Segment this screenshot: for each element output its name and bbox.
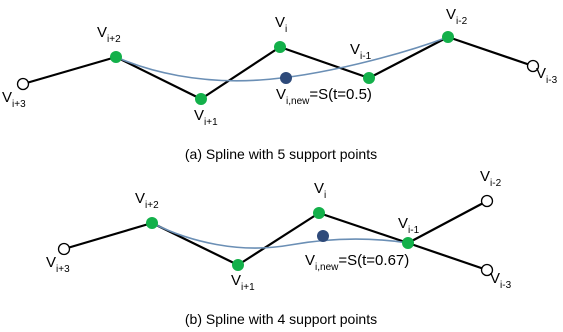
panel-a-vertex-i+1 <box>195 93 207 105</box>
panel-b-label-i: Vi <box>314 180 326 201</box>
panel-a: Vi+3 Vi+2 Vi+1 Vi Vi-1 Vi-2 Vi-3 Vi,new=… <box>2 6 558 162</box>
panel-b-vertex-i+3 <box>57 242 71 256</box>
panel-a-label-i: Vi <box>275 14 287 35</box>
panel-a-new-point-label: Vi,new=S(t=0.5) <box>276 86 372 107</box>
panel-a-label-i-1: Vi-1 <box>350 41 372 62</box>
panel-a-vertex-i <box>274 41 286 53</box>
panel-b-vertex-i+2 <box>146 217 158 229</box>
panel-b-vertex-i-2 <box>480 194 494 208</box>
panel-b: Vi+3 Vi+2 Vi+1 Vi Vi-1 Vi-2 Vi-3 Vi,new=… <box>46 168 512 327</box>
panel-b-label-i-3: Vi-3 <box>490 270 512 291</box>
panel-a-label-i+1: Vi+1 <box>194 107 218 128</box>
panel-b-label-i+1: Vi+1 <box>231 272 255 293</box>
panel-a-spline <box>115 36 449 82</box>
panel-b-vertex-i-3 <box>480 263 494 277</box>
panel-a-vertex-i+2 <box>110 51 122 63</box>
panel-b-spline <box>151 222 409 249</box>
panel-b-label-i-2: Vi-2 <box>480 168 502 189</box>
panel-b-label-i-1: Vi-1 <box>398 215 420 236</box>
panel-b-vertex-i-1 <box>402 237 414 249</box>
panel-a-caption: (a) Spline with 5 support points <box>185 146 377 162</box>
panel-a-vertex-i+3 <box>16 77 30 91</box>
panel-a-label-i-3: Vi-3 <box>536 65 558 86</box>
panel-b-vertex-i <box>313 207 325 219</box>
panel-b-label-i+2: Vi+2 <box>135 190 159 211</box>
panel-b-new-point <box>317 230 329 242</box>
panel-a-new-point <box>280 72 292 84</box>
panel-b-vertex-i+1 <box>232 259 244 271</box>
panel-b-new-point-label: Vi,new=S(t=0.67) <box>305 252 409 273</box>
panel-a-label-i+2: Vi+2 <box>97 24 121 45</box>
panel-b-polyline-branch <box>407 241 488 272</box>
panel-a-label-i+3: Vi+3 <box>2 89 26 110</box>
panel-b-label-i+3: Vi+3 <box>46 254 70 275</box>
panel-b-polyline <box>63 200 488 267</box>
panel-b-caption: (b) Spline with 4 support points <box>185 311 377 327</box>
panel-a-vertex-i-2 <box>442 31 454 43</box>
panel-a-vertex-i-1 <box>363 72 375 84</box>
panel-a-vertex-i-3 <box>526 59 540 73</box>
panel-a-label-i-2: Vi-2 <box>446 6 468 27</box>
